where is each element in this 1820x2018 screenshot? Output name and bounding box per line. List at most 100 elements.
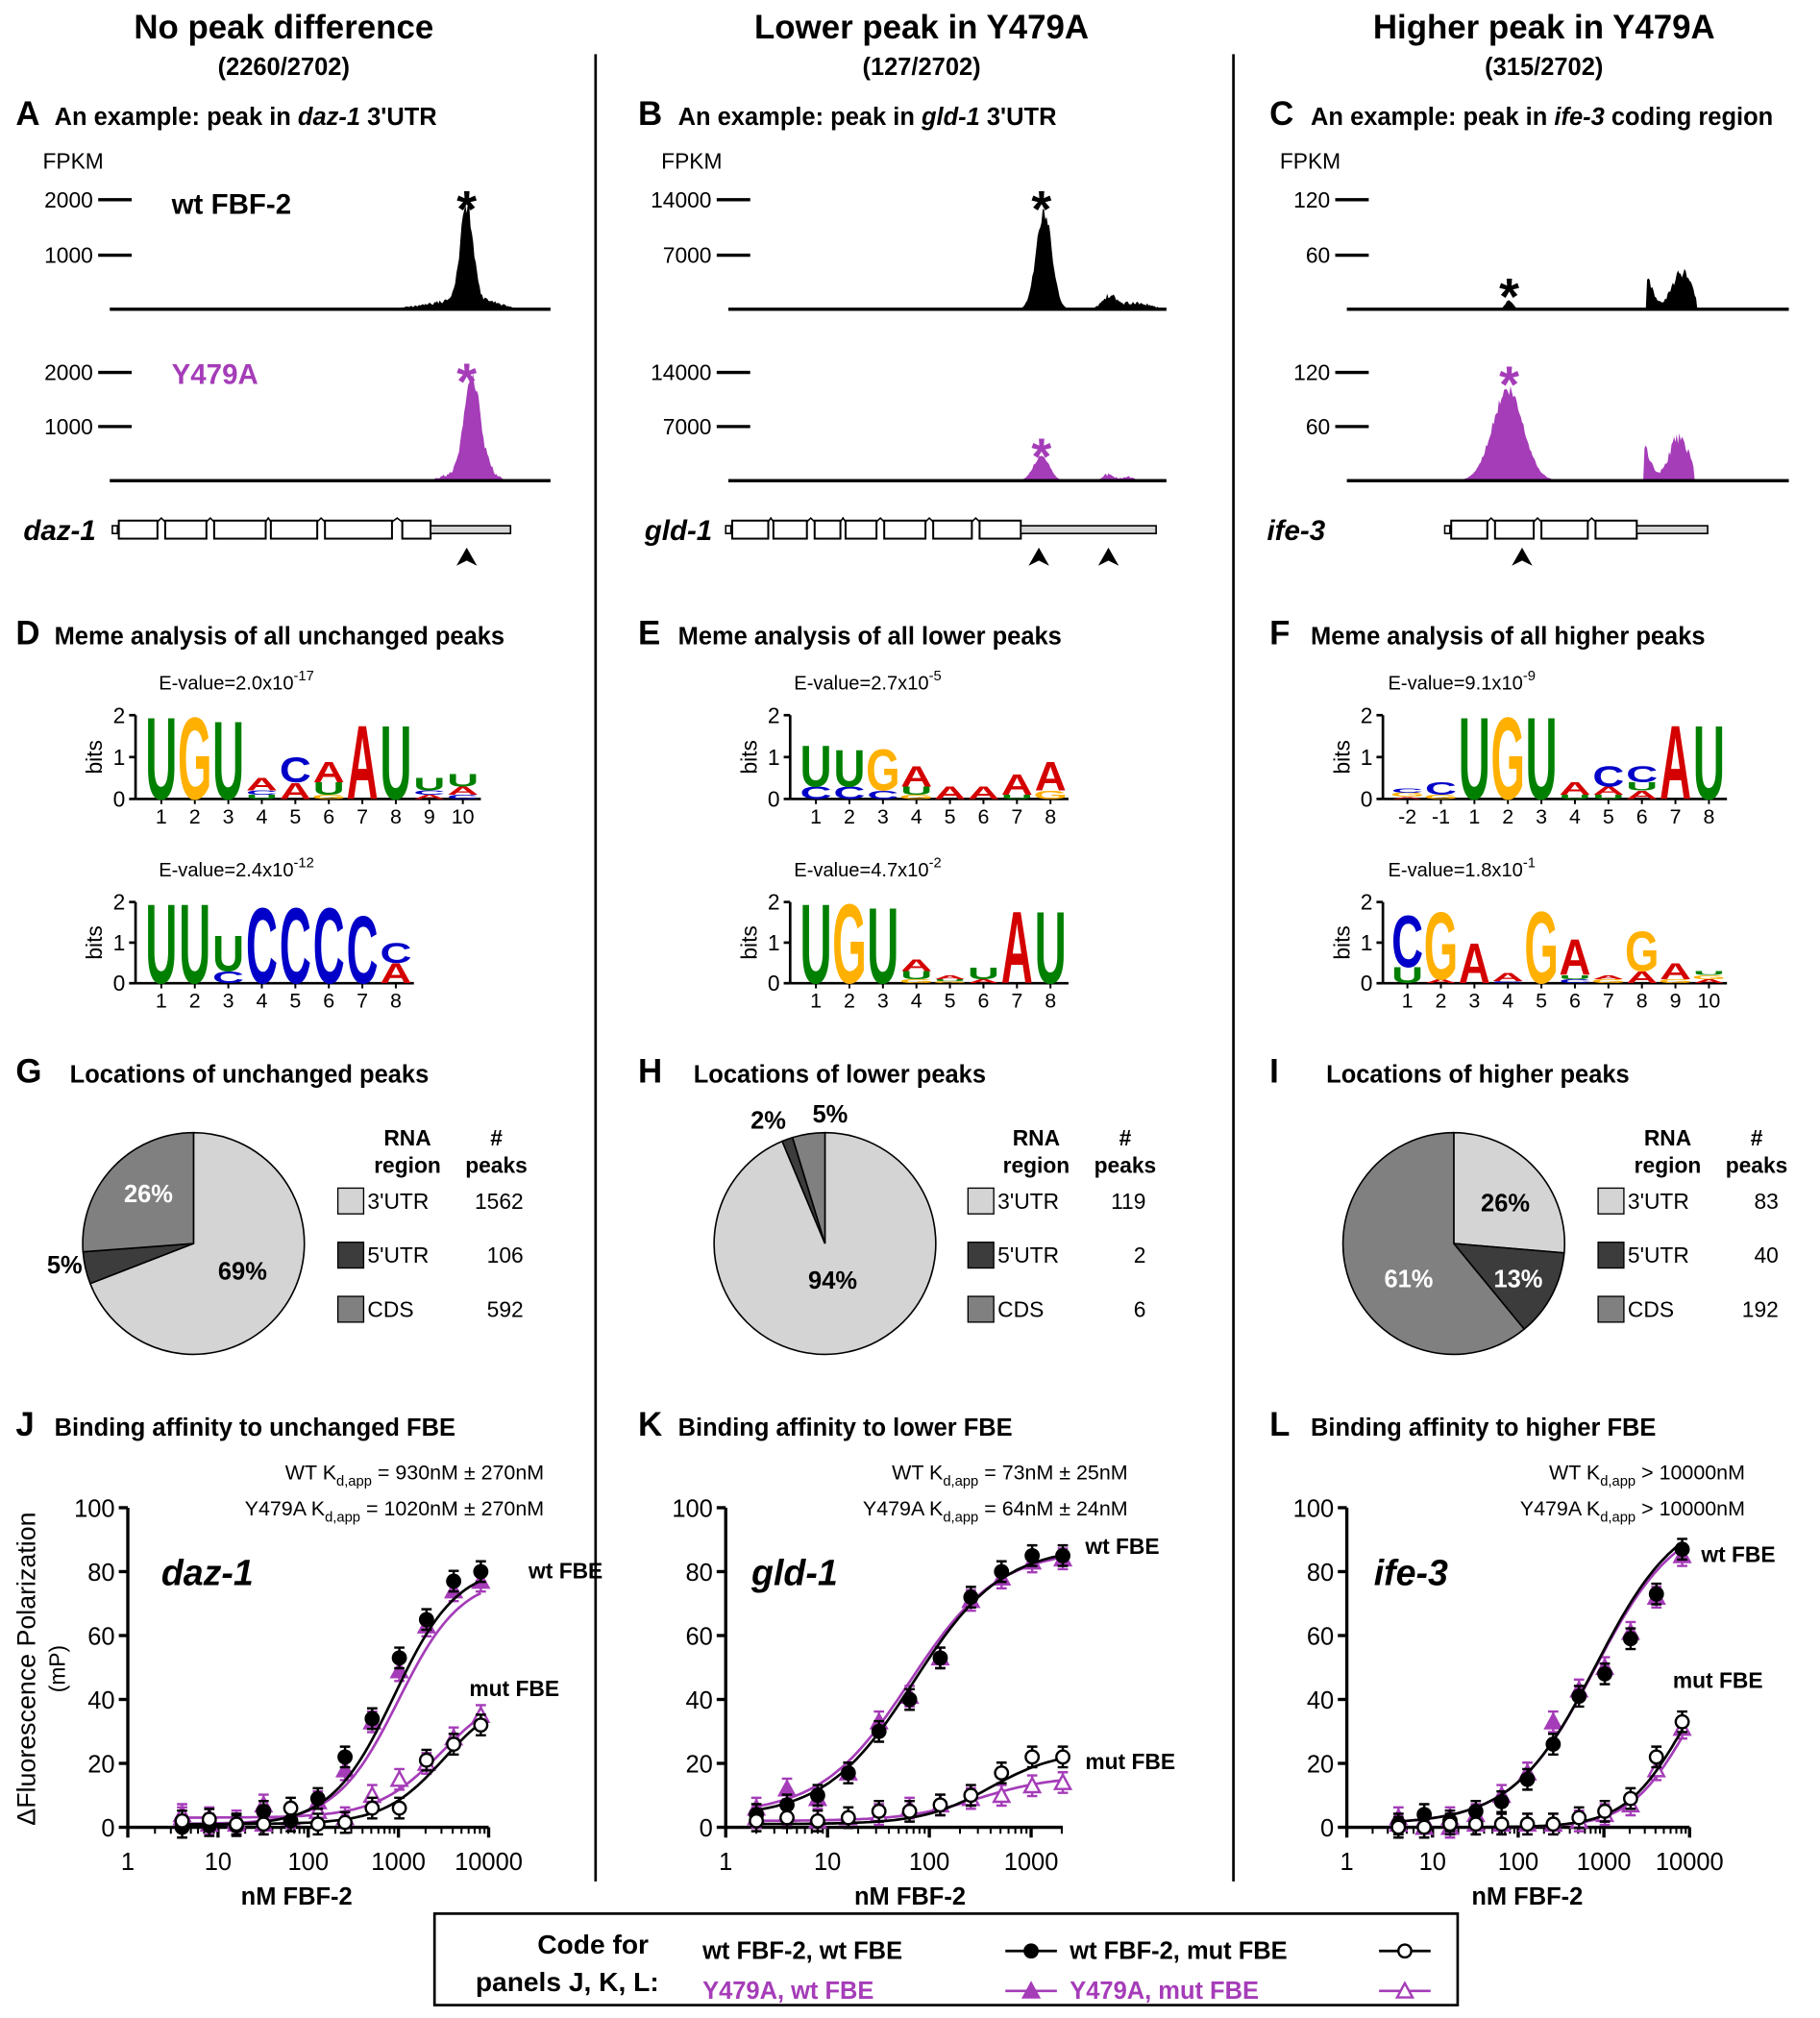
data-point	[809, 1787, 825, 1804]
logo-position-label: 4	[1502, 990, 1513, 1013]
track-tick-label: 1000	[44, 243, 93, 268]
logo-letter-U: U	[246, 794, 278, 800]
y-axis-label-units: (mP)	[44, 1645, 69, 1692]
exon	[212, 519, 267, 540]
logo-letter-C: C	[1559, 978, 1590, 985]
data-point	[992, 1784, 1012, 1804]
coverage-track: 2000 1000 * Y479A	[44, 354, 551, 482]
data-point	[932, 1797, 948, 1813]
legend-swatch	[1597, 1187, 1625, 1215]
legend-region: 5'UTR	[997, 1243, 1059, 1267]
x-axis-label: nM FBF-2	[854, 1883, 966, 1910]
e-value-text: E-value=2.4x10	[159, 860, 293, 881]
filled-circle-icon	[1023, 1943, 1039, 1959]
x-tick-label: 10000	[1656, 1849, 1724, 1876]
logo-position-label: 3	[877, 990, 889, 1013]
e-value: E-value=1.8x10-1	[1389, 855, 1536, 880]
kd-text: = 73nM ± 25nM	[978, 1461, 1127, 1484]
legend-header-peaks: #	[490, 1125, 503, 1150]
logo-position-label: 7	[357, 805, 368, 828]
pie-panel: G Locations of unchanged peaks 69% 5% 26% RNA…	[15, 1052, 528, 1356]
data-point	[932, 1650, 948, 1666]
track-tick-label: 7000	[663, 243, 712, 268]
data-point	[1622, 1631, 1638, 1647]
data-point	[201, 1811, 217, 1828]
kd-label: WT K	[1549, 1461, 1601, 1484]
e-value-text: E-value=2.0x10	[159, 673, 293, 694]
data-point	[1622, 1790, 1638, 1807]
logo-position-label: 4	[257, 805, 268, 828]
legend-title: Code for	[537, 1930, 649, 1959]
data-point	[1597, 1803, 1612, 1819]
logo-position-label: 6	[1636, 805, 1648, 828]
intron	[316, 516, 326, 523]
x-tick-label: 1000	[1004, 1849, 1059, 1876]
column-3: Higher peak in Y479A (315/2702) C An exampl…	[1267, 9, 1789, 1910]
data-point	[418, 1612, 434, 1628]
logo-position-label: 4	[911, 805, 922, 828]
utr3	[430, 525, 512, 534]
legend-swatch	[967, 1295, 995, 1323]
logo-letter-G: G	[1390, 792, 1424, 799]
kd-label: Y479A K	[245, 1497, 326, 1520]
panel-title: Locations of higher peaks	[1326, 1061, 1630, 1088]
track-tick-label: 1000	[44, 414, 93, 439]
exon	[269, 519, 319, 540]
e-value-exponent: -5	[929, 669, 942, 684]
coverage-peak	[1346, 268, 1789, 309]
y-tick-label: 80	[87, 1560, 114, 1587]
logo-position-label: 3	[877, 805, 889, 828]
logo-letter-G: G	[832, 880, 866, 1007]
pie-slice	[82, 1131, 195, 1253]
exon	[978, 519, 1022, 540]
legend-item-label: wt FBF-2, wt FBE	[701, 1937, 902, 1964]
pie-slice	[791, 1131, 826, 1244]
logo-letter-U: U	[313, 779, 345, 799]
legend-item: wt FBF-2, mut FBE	[1069, 1937, 1431, 1964]
logo-position-label: 3	[1536, 805, 1547, 828]
logo-letter-U: U	[1526, 693, 1558, 824]
e-value: E-value=2.7x10-5	[794, 669, 941, 694]
pie-percent-label: 61%	[1384, 1267, 1433, 1293]
gene-name: gld-1	[921, 104, 980, 131]
logo-letter-G: G	[311, 794, 345, 800]
logo-position-label: 4	[257, 990, 268, 1013]
kd-value: WT Kd,app > 10000nM	[1549, 1461, 1745, 1489]
panel-letter: D	[15, 614, 39, 652]
gene-model: gld-1	[644, 515, 1157, 566]
data-point	[963, 1589, 979, 1605]
column-heading: Lower peak in Y479A	[754, 9, 1089, 46]
data-point	[364, 1710, 381, 1727]
logo-letter-A: A	[1592, 974, 1624, 981]
logo-position-label: 8	[1703, 805, 1714, 828]
panel-title: An example: peak in gld-1 3'UTR	[678, 104, 1057, 131]
mut-fbe-label: mut FBE	[1085, 1749, 1175, 1774]
y-tick-label: 80	[685, 1560, 712, 1587]
logo-tick-label: 0	[768, 971, 780, 996]
kd-subscript: d,app	[943, 1511, 978, 1526]
logo-position-label: 8	[1045, 805, 1056, 828]
logo-position-label: 6	[323, 805, 334, 828]
data-point	[1022, 1775, 1043, 1794]
data-point	[1519, 1816, 1536, 1833]
logo-position-label: -1	[1432, 805, 1450, 828]
pie-legend-row: CDS 592	[336, 1295, 524, 1323]
legend-peaks: 2	[1134, 1243, 1146, 1267]
data-point	[473, 1717, 489, 1734]
peak-asterisk: *	[1499, 268, 1519, 326]
gene-model-name: gld-1	[644, 515, 712, 547]
logo-letter-G: G	[1659, 978, 1692, 985]
logo-letter-A: A	[1693, 978, 1725, 985]
panel-title: An example: peak in ife-3 coding region	[1311, 104, 1773, 131]
logo-position-label: 6	[323, 990, 334, 1013]
gene-name: ife-3	[1554, 104, 1604, 131]
kd-value: Y479A Kd,app = 64nM ± 24nM	[863, 1497, 1128, 1526]
panel-title: Meme analysis of all unchanged peaks	[55, 623, 505, 650]
title-text: An example: peak in	[1311, 104, 1554, 131]
track-tick-label: 2000	[44, 360, 93, 385]
logo-letter-A: A	[1425, 978, 1457, 985]
intron	[1533, 516, 1542, 523]
mut-fbe-label: mut FBE	[1673, 1668, 1763, 1693]
x-tick-label: 10	[814, 1849, 841, 1876]
legend-peaks: 40	[1754, 1243, 1778, 1267]
